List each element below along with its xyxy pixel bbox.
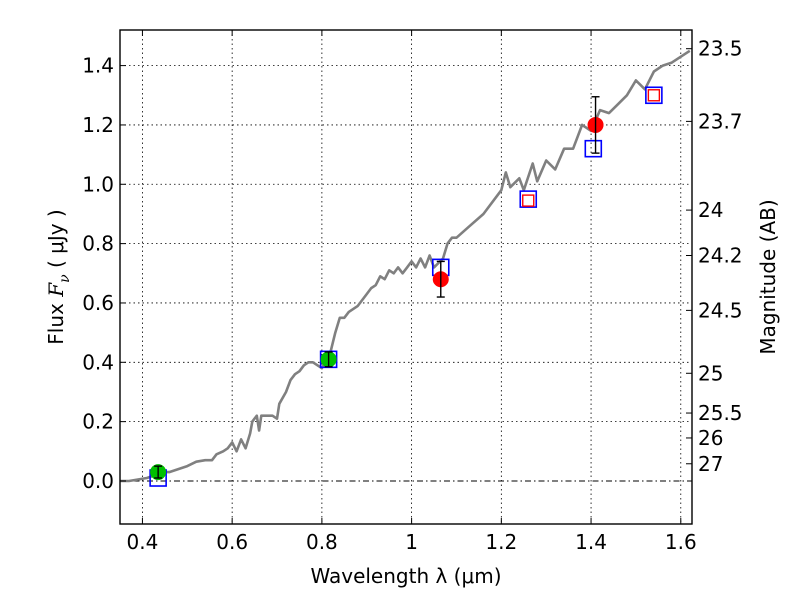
model-photometry-box [584, 139, 603, 158]
model-photometry-box [645, 86, 663, 105]
y-axis-label-unit: ( μJy ) [44, 209, 68, 274]
y-axis-label: Flux Fν ( μJy ) [44, 209, 73, 344]
y-axis-label-variable: F [44, 282, 68, 298]
y-axis-label-subscript: ν [57, 274, 73, 283]
magnitude-tick-label: 24.5 [698, 298, 743, 322]
magnitude-tick-label: 24.2 [698, 243, 743, 267]
x-tick-label: 0.4 [127, 530, 159, 554]
x-tick-label: 1.4 [575, 530, 607, 554]
magnitude-tick-label: 27 [698, 452, 723, 476]
model-photometry-box [519, 190, 538, 208]
x-axis-label: Wavelength λ (μm) [310, 564, 501, 588]
model-spectrum-line [120, 49, 691, 483]
x-axis-ticks: 0.4 0.6 0.8 1 1.2 1.4 1.6 [127, 30, 697, 554]
y-tick-label: 0.6 [82, 291, 114, 315]
y-tick-label: 0.2 [82, 410, 114, 434]
magnitude-tick-label: 25.5 [698, 401, 743, 425]
model-spectrum-layer [120, 49, 691, 483]
inner-photometry-box [647, 89, 661, 102]
y-axis-ticks: 0.0 0.2 0.4 0.6 0.8 1.0 1.2 1.4 [82, 54, 126, 493]
y-tick-label: 0.4 [82, 350, 114, 374]
x-tick-label: 1.2 [485, 530, 517, 554]
magnitude-tick-label: 23.5 [698, 37, 743, 61]
magnitude-tick-label: 25 [698, 361, 723, 385]
right-axis-label: Magnitude (AB) [756, 199, 780, 354]
x-tick-label: 0.8 [306, 530, 338, 554]
data-points-layer [149, 86, 663, 487]
magnitude-tick-label: 24 [698, 198, 723, 222]
x-tick-label: 1 [405, 530, 418, 554]
y-tick-label: 0.0 [82, 469, 114, 493]
x-tick-label: 0.6 [216, 530, 248, 554]
y-tick-label: 1.4 [82, 54, 114, 78]
y-tick-label: 0.8 [82, 232, 114, 256]
x-tick-label: 1.6 [665, 530, 697, 554]
magnitude-tick-label: 26 [698, 426, 723, 450]
y-axis-label-prefix: Flux [44, 297, 68, 345]
y-tick-label: 1.2 [82, 113, 114, 137]
magnitude-tick-label: 23.7 [698, 109, 743, 133]
plot-frame [119, 29, 693, 525]
y-tick-label: 1.0 [82, 172, 114, 196]
inner-photometry-box [522, 194, 535, 207]
